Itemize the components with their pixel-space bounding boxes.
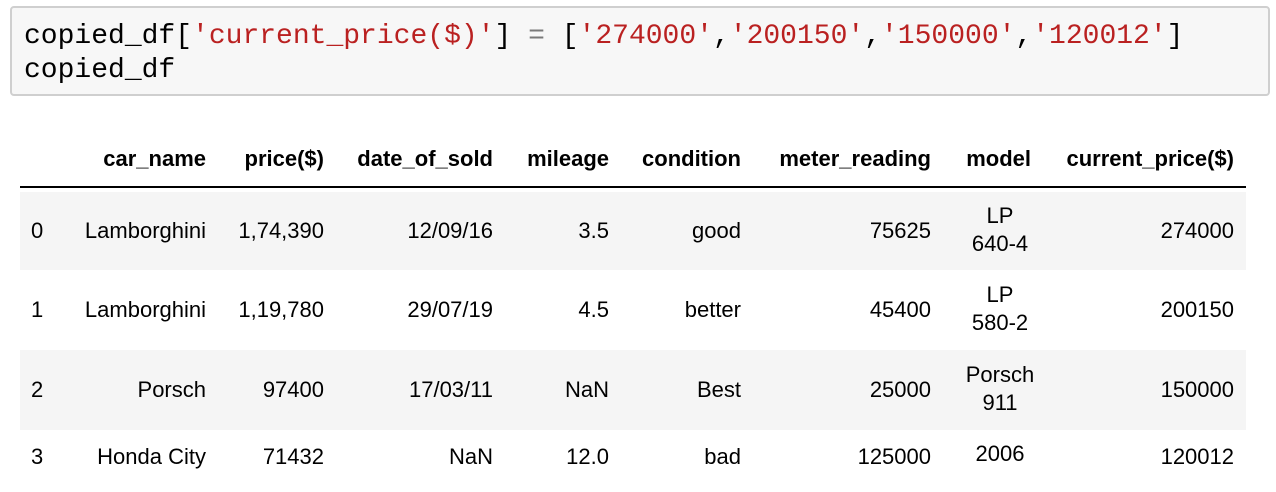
code-bracket: [ xyxy=(561,21,579,52)
cell-car-name: Porsch xyxy=(137,377,206,402)
code-variable: copied_df[ xyxy=(24,21,193,52)
cell-model-line: LP xyxy=(986,282,1014,307)
cell-meter-reading: 75625 xyxy=(869,218,931,243)
cell-price: 1,19,780 xyxy=(238,297,324,322)
column-header-condition: condition xyxy=(642,146,741,171)
cell-condition: Best xyxy=(696,377,741,402)
column-header-car-name: car_name xyxy=(103,146,206,171)
cell-mileage: NaN xyxy=(564,377,609,402)
cell-current-price: 150000 xyxy=(1160,377,1234,402)
code-comma: , xyxy=(712,21,730,52)
cell-price: 71432 xyxy=(262,444,324,469)
code-string-key: 'current_price($)' xyxy=(192,21,495,52)
column-header-current-price: current_price($) xyxy=(1066,146,1234,171)
code-string-value: '150000' xyxy=(881,21,1016,52)
cell-model-line: 2006 xyxy=(975,441,1025,466)
cell-date-of-sold: 12/09/16 xyxy=(407,218,493,243)
code-string-value: '120012' xyxy=(1032,21,1167,52)
row-index: 0 xyxy=(31,218,44,243)
table-row: 2 Porsch 97400 17/03/11 NaN Best 25000 P… xyxy=(20,350,1246,430)
code-comma: , xyxy=(864,21,881,52)
cell-condition: better xyxy=(684,297,741,322)
cell-car-name: Lamborghini xyxy=(84,218,206,243)
table-header: car_name price($) date_of_sold mileage c… xyxy=(20,130,1246,188)
cell-current-price: 200150 xyxy=(1160,297,1234,322)
code-bracket: ] xyxy=(1166,21,1184,52)
code-comma: , xyxy=(1015,21,1033,52)
cell-car-name: Lamborghini xyxy=(84,297,206,322)
cell-model: LP 640-4 xyxy=(950,202,1050,258)
row-index: 2 xyxy=(31,377,44,402)
cell-condition: bad xyxy=(704,444,741,469)
cell-model: Porsch 911 xyxy=(950,361,1050,417)
cell-meter-reading: 45400 xyxy=(869,297,931,322)
cell-mileage: 12.0 xyxy=(566,444,609,469)
cell-current-price: 120012 xyxy=(1160,444,1234,469)
column-header-meter-reading: meter_reading xyxy=(779,146,931,171)
cell-meter-reading: 125000 xyxy=(857,444,931,469)
cell-model-line: 640-4 xyxy=(971,231,1029,256)
code-string-value: '274000' xyxy=(578,21,713,52)
cell-model: 2006 xyxy=(950,440,1050,468)
cell-price: 97400 xyxy=(262,377,324,402)
code-line-1: copied_df['current_price($)'] = ['274000… xyxy=(24,20,1183,54)
cell-meter-reading: 25000 xyxy=(869,377,931,402)
code-line-2: copied_df xyxy=(24,55,176,86)
cell-current-price: 274000 xyxy=(1160,218,1234,243)
code-operator: = xyxy=(511,21,562,52)
code-bracket: ] xyxy=(494,21,512,52)
row-index: 1 xyxy=(31,297,44,322)
table-row: 3 Honda City 71432 NaN 12.0 bad 125000 2… xyxy=(20,430,1246,482)
cell-model-line: 580-2 xyxy=(971,310,1029,335)
cell-mileage: 4.5 xyxy=(578,297,609,322)
code-cell[interactable]: copied_df['current_price($)'] = ['274000… xyxy=(10,6,1270,96)
cell-date-of-sold: 29/07/19 xyxy=(407,297,493,322)
table-row: 0 Lamborghini 1,74,390 12/09/16 3.5 good… xyxy=(20,192,1246,270)
cell-condition: good xyxy=(692,218,741,243)
column-header-mileage: mileage xyxy=(527,146,609,171)
column-header-date-of-sold: date_of_sold xyxy=(357,146,493,171)
cell-model-line: Porsch xyxy=(965,362,1035,387)
cell-date-of-sold: NaN xyxy=(448,444,493,469)
cell-model-line: LP xyxy=(986,203,1014,228)
table-row: 1 Lamborghini 1,19,780 29/07/19 4.5 bett… xyxy=(20,270,1246,350)
cell-model: LP 580-2 xyxy=(950,281,1050,337)
cell-model-line: 911 xyxy=(982,390,1018,415)
column-header-model: model xyxy=(966,146,1031,171)
column-header-price: price($) xyxy=(244,146,324,171)
cell-date-of-sold: 17/03/11 xyxy=(408,377,493,402)
row-index: 3 xyxy=(31,444,44,469)
code-string-value: '200150' xyxy=(729,21,865,52)
cell-price: 1,74,390 xyxy=(238,218,324,243)
cell-mileage: 3.5 xyxy=(578,218,609,243)
cell-car-name: Honda City xyxy=(97,444,206,469)
